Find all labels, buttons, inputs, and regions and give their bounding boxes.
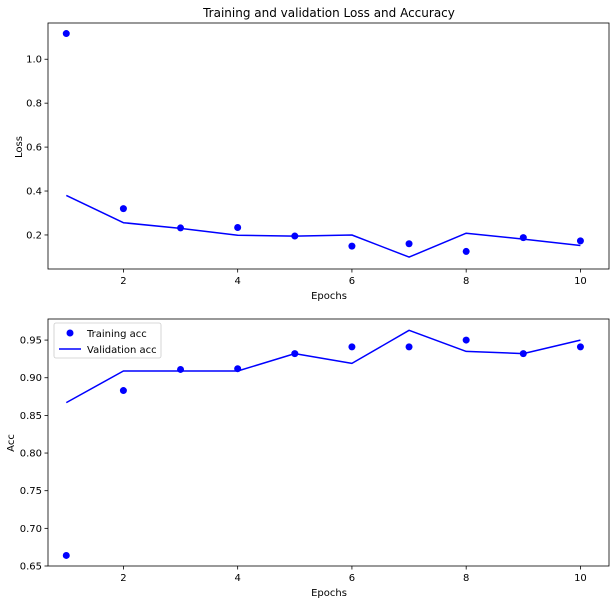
- accuracy-training-point: [519, 350, 527, 358]
- loss-y-tick-label: 0.6: [26, 143, 42, 154]
- loss-training-point: [348, 242, 356, 250]
- loss-training-point: [576, 237, 584, 245]
- accuracy-x-axis-label: Epochs: [311, 588, 347, 599]
- loss-training-point: [462, 247, 470, 255]
- accuracy-training-point: [576, 343, 584, 351]
- accuracy-y-tick-label: 0.80: [20, 449, 42, 460]
- loss-training-point: [519, 234, 527, 242]
- accuracy-x-tick-label: 10: [574, 573, 587, 584]
- loss-y-tick-label: 1.0: [26, 55, 42, 66]
- accuracy-training-point: [291, 350, 299, 358]
- accuracy-training-point: [405, 343, 413, 351]
- loss-training-point: [405, 240, 413, 248]
- loss-training-point: [291, 232, 299, 240]
- loss-x-tick-label: 8: [463, 276, 469, 287]
- loss-training-point: [119, 205, 127, 213]
- loss-training-point: [62, 30, 70, 38]
- loss-x-tick-label: 10: [574, 276, 587, 287]
- loss-x-tick-label: 2: [120, 276, 126, 287]
- accuracy-x-tick-label: 2: [120, 573, 126, 584]
- legend-label-validation-acc: Validation acc: [87, 345, 157, 356]
- accuracy-training-point: [348, 343, 356, 351]
- accuracy-x-tick-label: 8: [463, 573, 469, 584]
- accuracy-y-tick-label: 0.70: [20, 524, 42, 535]
- loss-y-tick-label: 0.2: [26, 230, 42, 241]
- accuracy-ticks: 2 4 6 8 10 0.65 0.70 0.75 0.80 0.85 0.90 0.95: [20, 336, 587, 584]
- accuracy-validation-line: [65, 329, 581, 404]
- accuracy-y-tick-label: 0.95: [20, 336, 42, 347]
- legend: Training acc Validation acc: [53, 322, 162, 359]
- accuracy-y-tick-label: 0.90: [20, 373, 42, 384]
- chart-title: Training and validation Loss and Accurac…: [202, 6, 455, 20]
- loss-training-point: [234, 223, 242, 231]
- accuracy-training-point: [462, 336, 470, 344]
- loss-plot-frame: [47, 22, 610, 270]
- loss-subplot: Training and validation Loss and Accurac…: [14, 6, 610, 302]
- legend-label-training-acc: Training acc: [86, 329, 147, 340]
- accuracy-x-tick-label: 6: [349, 573, 355, 584]
- loss-marks: [62, 30, 584, 258]
- loss-y-axis-label: Loss: [14, 136, 25, 158]
- accuracy-plot-frame: [47, 318, 610, 567]
- loss-x-axis-label: Epochs: [311, 291, 347, 302]
- accuracy-y-tick-label: 0.85: [20, 411, 42, 422]
- accuracy-training-point: [234, 365, 242, 373]
- loss-ticks: 2 4 6 8 10 0.2 0.4 0.6 0.8 1.0: [26, 55, 587, 287]
- accuracy-x-tick-label: 4: [234, 573, 240, 584]
- accuracy-training-point: [62, 551, 70, 559]
- loss-y-tick-label: 0.4: [26, 187, 42, 198]
- legend-marker-training-acc: [66, 329, 74, 337]
- loss-y-tick-label: 0.8: [26, 99, 42, 110]
- accuracy-y-axis-label: Acc: [6, 434, 17, 452]
- loss-x-tick-label: 6: [349, 276, 355, 287]
- loss-x-tick-label: 4: [234, 276, 240, 287]
- accuracy-subplot: 2 4 6 8 10 0.65 0.70 0.75 0.80 0.85 0.90 0.95 Epoch…: [6, 318, 610, 599]
- accuracy-training-point: [119, 387, 127, 395]
- accuracy-y-tick-label: 0.75: [20, 486, 42, 497]
- accuracy-y-tick-label: 0.65: [20, 562, 42, 573]
- loss-validation-line: [65, 194, 581, 258]
- accuracy-marks: [62, 329, 584, 559]
- accuracy-training-point: [177, 365, 185, 373]
- loss-training-point: [177, 224, 185, 232]
